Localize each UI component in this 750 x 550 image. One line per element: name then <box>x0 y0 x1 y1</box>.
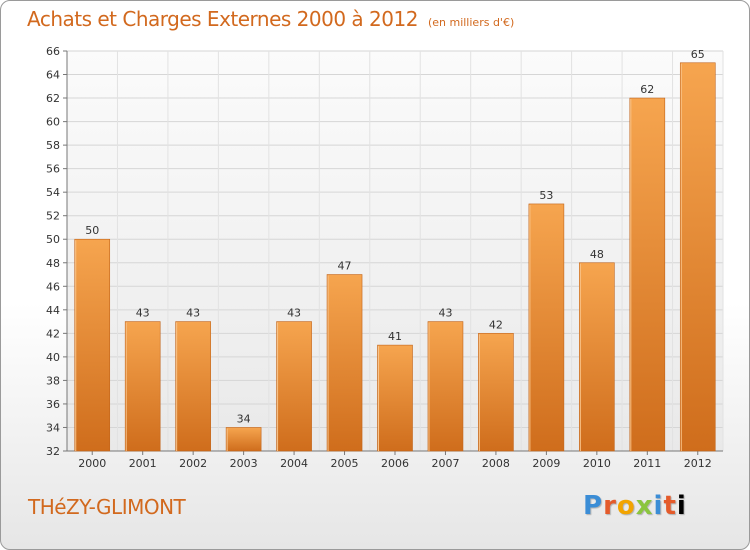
y-tick-label: 36 <box>46 398 60 411</box>
y-tick-label: 34 <box>46 421 60 434</box>
bar <box>124 321 161 452</box>
y-tick-label: 62 <box>46 92 60 105</box>
x-tick-label: 2009 <box>532 457 560 470</box>
bar <box>579 262 615 452</box>
x-tick-label: 2005 <box>331 457 359 470</box>
y-tick-label: 48 <box>46 257 60 270</box>
y-tick-label: 42 <box>46 327 60 340</box>
x-tick-label: 2000 <box>78 457 106 470</box>
y-tick-label: 46 <box>46 280 60 293</box>
bar <box>276 321 312 452</box>
proxiti-logo: Proxiti <box>583 491 687 521</box>
bar <box>225 427 262 452</box>
label-layer: 50 2000 43 2001 43 2002 34 2003 43 2004 47 2005 41 20… <box>78 48 712 470</box>
chart-subtitle: (en milliers d'€) <box>427 16 515 29</box>
y-tick-label: 50 <box>46 233 60 246</box>
y-tick-label: 38 <box>46 374 60 387</box>
x-tick-label: 2010 <box>583 457 611 470</box>
y-tick-label: 32 <box>46 445 60 458</box>
y-tick-label: 66 <box>46 45 60 58</box>
bar <box>427 321 464 452</box>
y-tick-label: 44 <box>46 304 60 317</box>
bar-value-label: 41 <box>388 330 402 343</box>
bar-value-label: 48 <box>590 248 604 261</box>
bar <box>175 321 211 452</box>
bar-value-label: 42 <box>489 318 503 331</box>
y-tick-label: 54 <box>46 186 60 199</box>
bar-value-label: 65 <box>691 48 705 61</box>
y-tick-label: 60 <box>46 116 60 129</box>
bar <box>528 203 565 452</box>
bar-value-label: 43 <box>186 307 200 320</box>
bar-value-label: 53 <box>539 189 553 202</box>
y-tick-label: 52 <box>46 210 60 223</box>
x-tick-label: 2002 <box>179 457 207 470</box>
x-tick-label: 2003 <box>230 457 258 470</box>
x-tick-label: 2008 <box>482 457 510 470</box>
place-name: THéZY-GLIMONT <box>28 495 186 519</box>
y-tick-label: 58 <box>46 139 60 152</box>
bar-value-label: 47 <box>338 260 352 273</box>
bar-layer <box>74 62 716 452</box>
x-tick-label: 2011 <box>633 457 661 470</box>
bar-value-label: 62 <box>640 83 654 96</box>
bar-value-label: 43 <box>287 307 301 320</box>
y-tick-label: 64 <box>46 69 60 82</box>
x-tick-label: 2006 <box>381 457 409 470</box>
bar <box>377 344 413 452</box>
bar-value-label: 34 <box>237 412 251 425</box>
bar-value-label: 43 <box>438 307 452 320</box>
y-tick-label: 56 <box>46 163 60 176</box>
title-row: Achats et Charges Externes 2000 à 2012 (e… <box>27 7 514 31</box>
y-tick-label: 40 <box>46 351 60 364</box>
bar <box>629 97 666 452</box>
x-tick-label: 2001 <box>129 457 157 470</box>
x-tick-label: 2004 <box>280 457 308 470</box>
x-tick-label: 2012 <box>684 457 712 470</box>
x-tick-label: 2007 <box>431 457 459 470</box>
bar <box>478 333 514 452</box>
chart-title: Achats et Charges Externes 2000 à 2012 <box>27 7 418 31</box>
bar <box>74 238 111 452</box>
bar <box>679 62 716 452</box>
bar-value-label: 43 <box>136 307 150 320</box>
bar-value-label: 50 <box>85 224 99 237</box>
bar <box>326 274 363 452</box>
